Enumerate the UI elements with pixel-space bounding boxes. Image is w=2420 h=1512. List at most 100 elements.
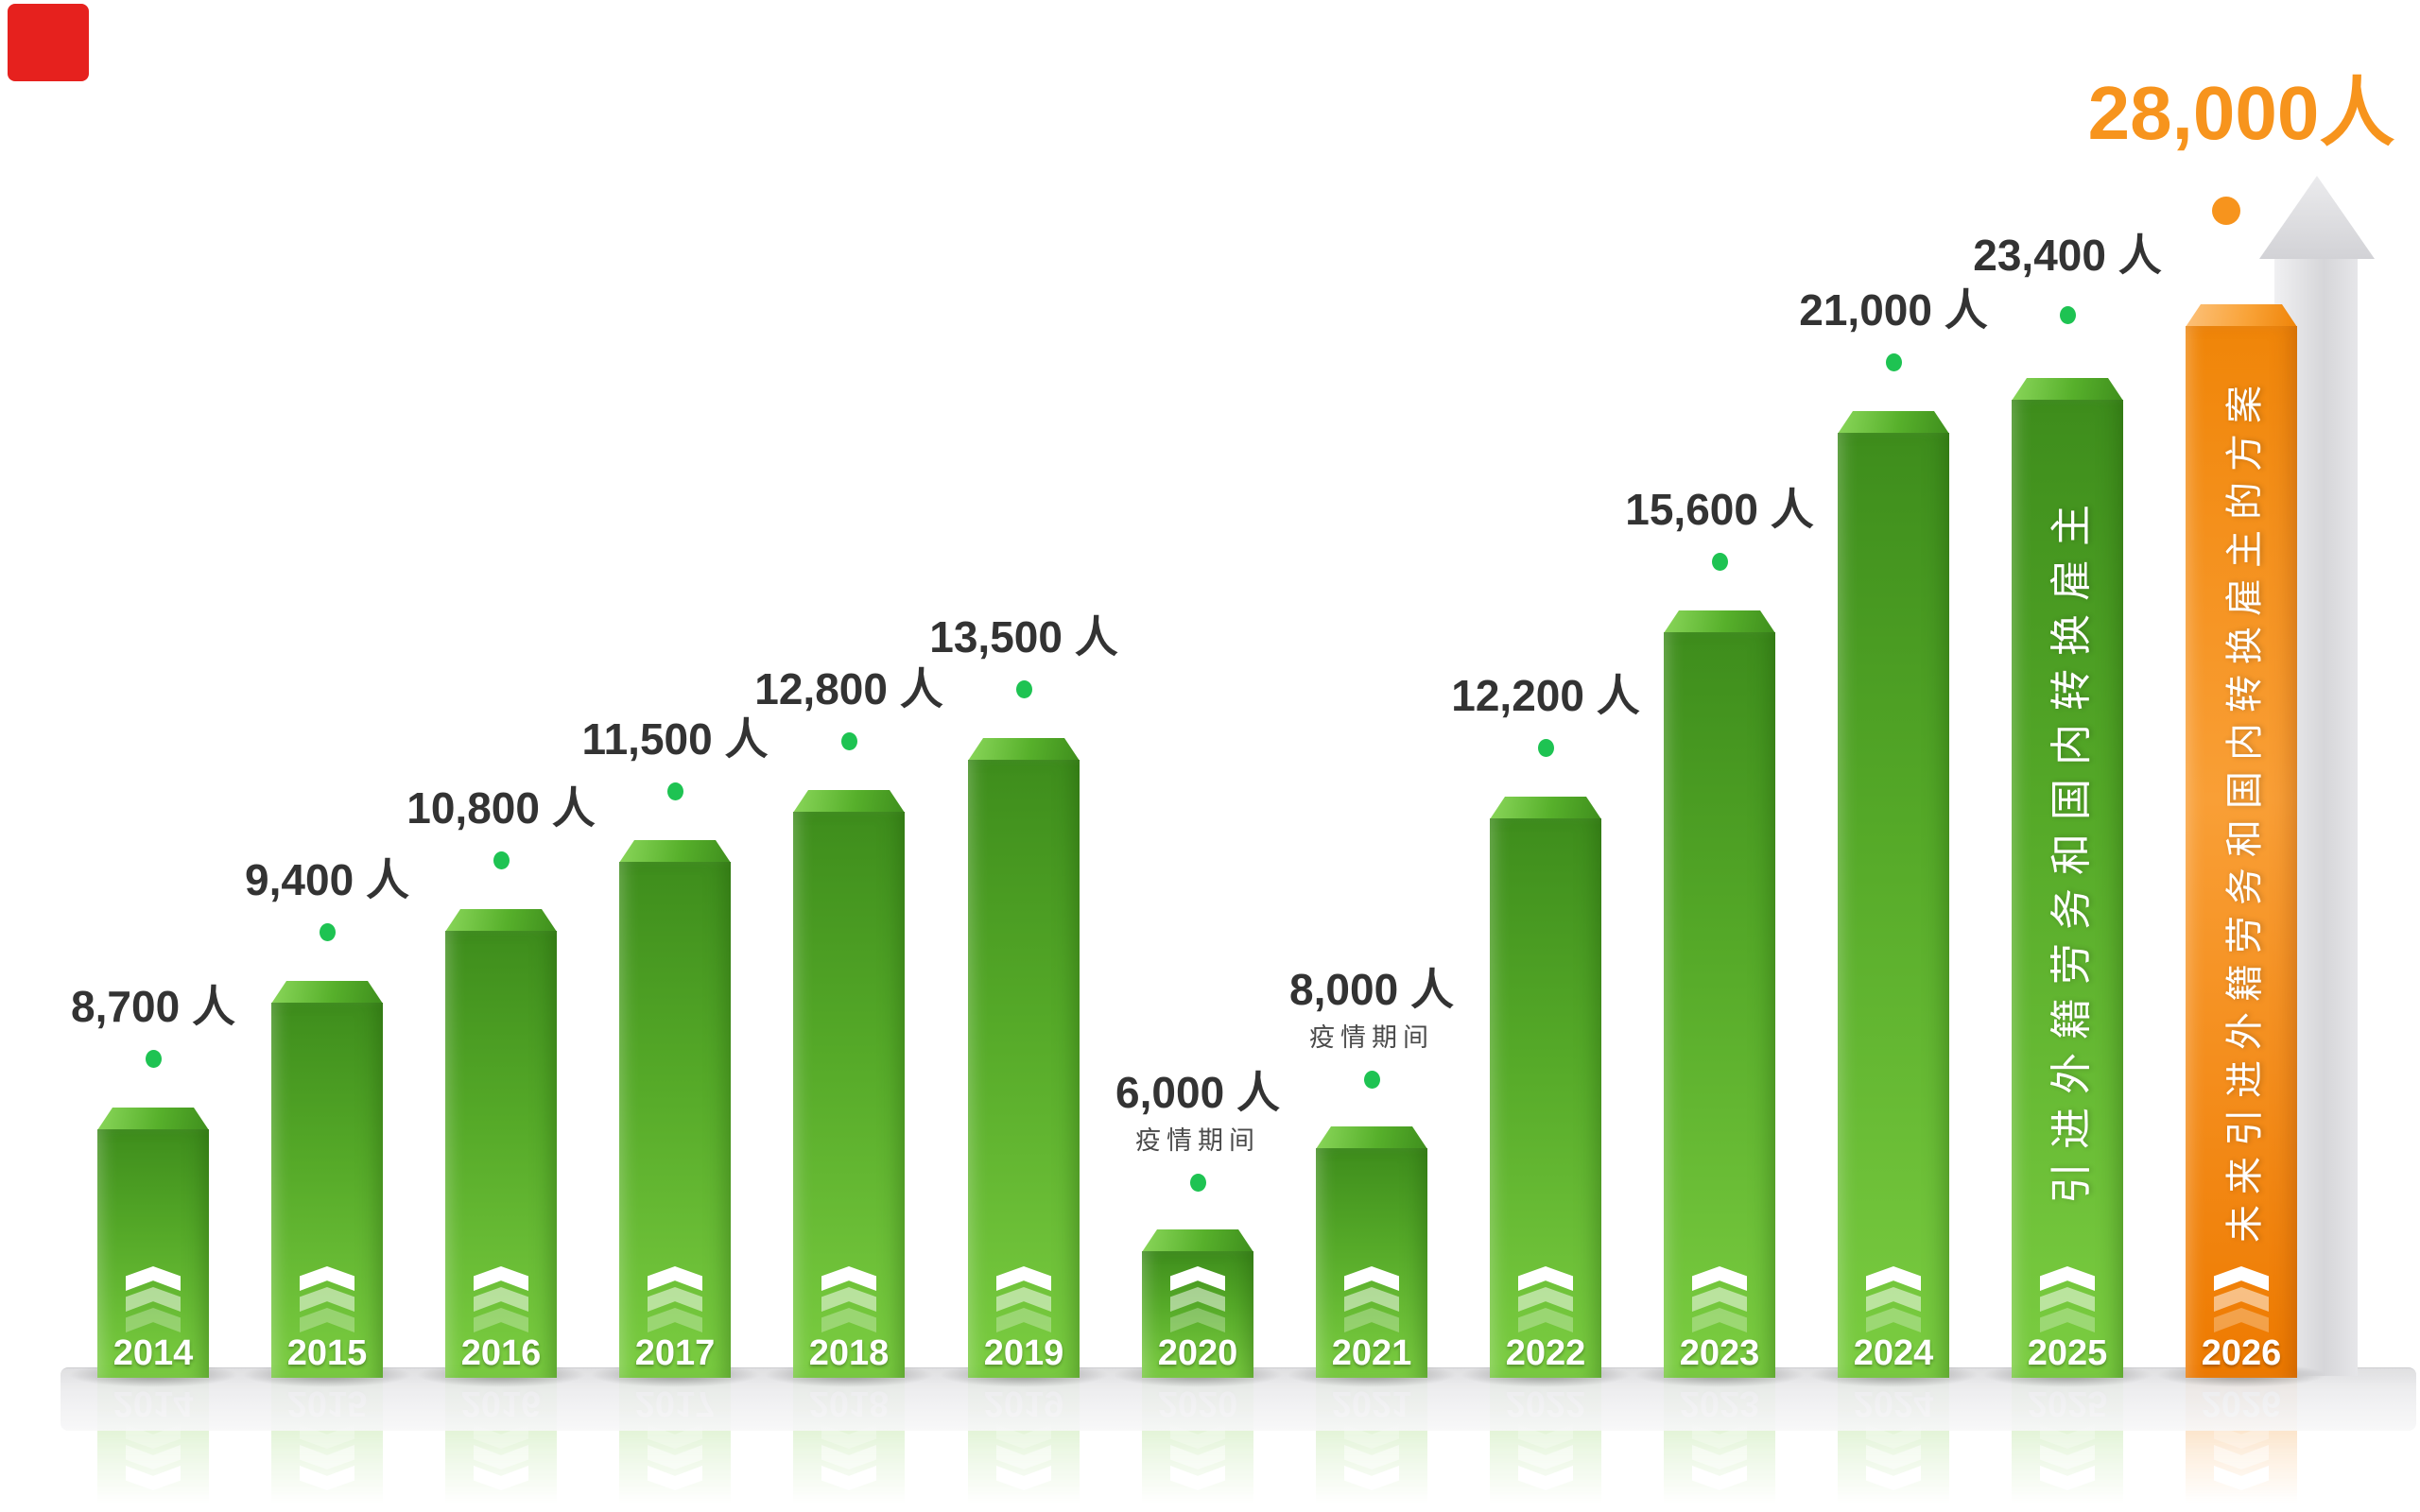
bar-chevrons: [1866, 1266, 1921, 1334]
value-label: 12,200 人: [1451, 671, 1640, 720]
chevron-up-icon: [474, 1308, 528, 1332]
chevron-up-icon: [648, 1308, 702, 1332]
bar-top-cap: [2186, 304, 2297, 327]
bar-2025: 引进外籍劳务和国内转换雇主 2025: [2012, 378, 2123, 1378]
value-label: 23,400 人: [1973, 231, 2162, 280]
bar-body: [97, 1129, 209, 1378]
reflected-chevrons: [2040, 1422, 2095, 1490]
chevron-up-icon: [126, 1308, 181, 1332]
value-label: 11,500 人: [581, 714, 769, 764]
chevron-up-icon: [2040, 1308, 2095, 1332]
value-dot-icon: [146, 1050, 162, 1068]
value-label: 6,000 人: [1115, 1068, 1280, 1117]
reflected-chevrons: [1518, 1422, 1573, 1490]
year-label: 2024: [1853, 1333, 1934, 1373]
chevron-up-icon: [2214, 1308, 2269, 1332]
year-label: 2016: [460, 1333, 542, 1373]
value-dot-icon: [1364, 1071, 1380, 1089]
bar-top-cap: [619, 840, 731, 863]
value-label: 15,600 人: [1625, 485, 1814, 534]
pandemic-note-label: 疫情期间: [1135, 1126, 1260, 1155]
value-dot-icon: [2212, 197, 2240, 225]
bar-top-cap: [1664, 610, 1775, 633]
red-corner-marker: [8, 4, 89, 81]
year-label: 2025: [2027, 1333, 2108, 1373]
bar-chevrons: [300, 1266, 354, 1334]
bar-2017: 2017: [619, 840, 731, 1378]
year-label: 2023: [1679, 1333, 1760, 1373]
reflected-chevrons: [996, 1422, 1051, 1490]
year-label: 2020: [1157, 1333, 1238, 1373]
value-label: 28,000人: [2087, 71, 2395, 155]
bar-2020: 2020: [1142, 1229, 1253, 1378]
value-label: 12,800 人: [754, 664, 943, 713]
chevron-up-icon: [1518, 1308, 1573, 1332]
pandemic-note-label: 疫情期间: [1309, 1023, 1434, 1052]
value-dot-icon: [1016, 680, 1032, 698]
bar-2023: 2023: [1664, 610, 1775, 1378]
value-dot-icon: [1538, 739, 1554, 757]
year-label: 2017: [634, 1333, 716, 1373]
bar-top-cap: [968, 738, 1080, 761]
year-label: 2026: [2201, 1333, 2282, 1373]
bar-chevrons: [2214, 1266, 2269, 1334]
bar-2024: 2024: [1838, 411, 1949, 1378]
value-label: 10,800 人: [406, 783, 596, 833]
reflected-chevrons: [1692, 1422, 1747, 1490]
year-label: 2018: [808, 1333, 890, 1373]
chevron-up-icon: [996, 1308, 1051, 1332]
bar-caption-vertical: 引进外籍劳务和国内转换雇主: [2048, 491, 2095, 1205]
year-label: 2015: [286, 1333, 368, 1373]
bar-chevrons: [1344, 1266, 1399, 1334]
bar-2016: 2016: [445, 909, 557, 1378]
bar-2014: 2014: [97, 1108, 209, 1378]
bar-body: [2012, 400, 2123, 1378]
chevron-up-icon: [1170, 1308, 1225, 1332]
bar-chevrons: [2040, 1266, 2095, 1334]
bar-body: [1316, 1148, 1427, 1378]
value-dot-icon: [493, 851, 510, 869]
bar-2015: 2015: [271, 981, 383, 1378]
bar-top-cap: [1316, 1126, 1427, 1149]
reflected-chevrons: [126, 1422, 181, 1490]
reflected-chevrons: [1344, 1422, 1399, 1490]
bar-chevrons: [1692, 1266, 1747, 1334]
value-dot-icon: [1712, 553, 1728, 571]
reflected-chevrons: [1170, 1422, 1225, 1490]
bar-body: [445, 931, 557, 1378]
value-dot-icon: [320, 923, 336, 941]
bar-2021: 2021: [1316, 1126, 1427, 1378]
bar-body: [1838, 433, 1949, 1378]
bar-2022: 2022: [1490, 797, 1601, 1378]
reflected-chevrons: [1866, 1422, 1921, 1490]
year-label: 2021: [1331, 1333, 1412, 1373]
value-dot-icon: [841, 732, 857, 750]
bar-top-cap: [1490, 797, 1601, 819]
value-dot-icon: [2060, 306, 2076, 324]
value-label: 8,000 人: [1289, 965, 1454, 1014]
reflected-chevrons: [2214, 1422, 2269, 1490]
reflected-chevrons: [300, 1422, 354, 1490]
bar-top-cap: [2012, 378, 2123, 401]
chevron-up-icon: [821, 1308, 876, 1332]
bar-chevrons: [126, 1266, 181, 1334]
chevron-up-icon: [1866, 1308, 1921, 1332]
bar-chevrons: [648, 1266, 702, 1334]
value-dot-icon: [1886, 353, 1902, 371]
bar-top-cap: [1142, 1229, 1253, 1252]
reflected-chevrons: [648, 1422, 702, 1490]
bar-top-cap: [271, 981, 383, 1004]
bar-chevrons: [1170, 1266, 1225, 1334]
bar-caption-vertical: 未来引进外籍劳务和国内转换雇主的方案: [2224, 374, 2266, 1243]
value-label: 8,700 人: [71, 982, 235, 1031]
bar-2026: 未来引进外籍劳务和国内转换雇主的方案 2026: [2186, 304, 2297, 1378]
value-label: 9,400 人: [245, 855, 409, 904]
bar-body: [793, 812, 905, 1378]
bar-chevrons: [821, 1266, 876, 1334]
reflected-chevrons: [821, 1422, 876, 1490]
chevron-up-icon: [300, 1308, 354, 1332]
bar-body: [1664, 632, 1775, 1378]
bar-body: [1490, 818, 1601, 1378]
value-label: 21,000 人: [1799, 285, 1988, 335]
